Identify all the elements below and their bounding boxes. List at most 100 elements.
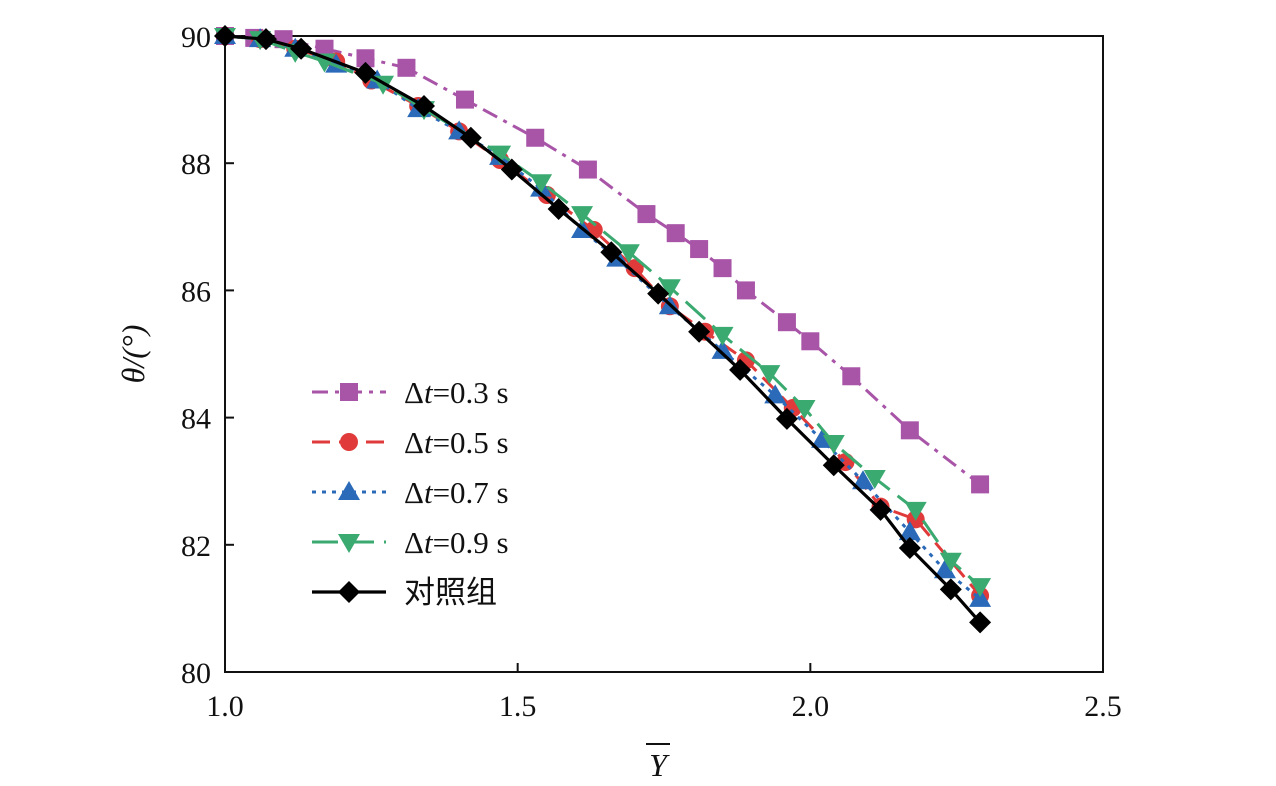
data-point (571, 206, 594, 226)
legend-label: Δt=0.7 s (404, 475, 509, 510)
series-0 (216, 27, 990, 494)
legend-label: Δt=0.9 s (404, 525, 509, 560)
y-tick-label: 88 (181, 148, 211, 181)
data-point (863, 470, 886, 490)
data-point (526, 128, 545, 147)
legend-marker (338, 481, 360, 500)
series-2 (214, 25, 992, 607)
plot-frame (224, 35, 1104, 673)
x-tick-label: 2.0 (792, 690, 830, 723)
data-point (933, 559, 956, 579)
data-point (801, 332, 820, 351)
legend-delta: Δ (404, 525, 424, 560)
data-point (822, 454, 845, 477)
data-point (775, 407, 798, 430)
data-point (900, 421, 919, 440)
legend-entry: Δt=0.3 s (312, 375, 509, 410)
legend-marker (338, 581, 360, 603)
legend-entry: Δt=0.9 s (312, 525, 509, 560)
data-point (793, 400, 816, 420)
legend-var: t (424, 475, 434, 510)
legend-entry: 对照组 (312, 575, 497, 610)
data-point (777, 313, 796, 332)
data-point (315, 39, 334, 58)
series-4 (214, 25, 992, 634)
legend-marker (340, 383, 358, 401)
data-point (647, 282, 670, 305)
data-point (413, 94, 436, 117)
data-point (625, 259, 644, 278)
data-point (500, 158, 523, 181)
data-point (713, 259, 732, 278)
y-tick-label: 90 (181, 21, 211, 54)
series-line (224, 34, 982, 588)
series-line (224, 34, 981, 486)
data-point (842, 367, 861, 386)
data-point (758, 365, 781, 385)
y-tick-label: 80 (181, 657, 211, 690)
series-line (224, 34, 982, 624)
data-point (214, 25, 236, 47)
data-point (969, 578, 992, 598)
data-point (690, 240, 709, 259)
data-point (397, 58, 416, 77)
legend-label: 对照组 (404, 575, 497, 610)
data-point (711, 339, 734, 359)
data-point (356, 49, 375, 68)
data-point (971, 475, 990, 494)
data-point (489, 145, 512, 165)
legend-rest: =0.3 s (433, 375, 509, 410)
data-point (711, 326, 734, 346)
data-point (852, 470, 875, 490)
legend-marker (340, 433, 358, 451)
data-point (290, 37, 313, 60)
axes: 1.0 1.5 2.0 2.5 80 82 84 86 88 90 Yθ/(°) (115, 21, 1122, 783)
data-point (822, 435, 845, 455)
series-layer (214, 25, 992, 634)
x-tick-label: 2.5 (1084, 690, 1122, 723)
data-point (969, 611, 992, 634)
data-point (688, 320, 711, 343)
data-point (969, 587, 992, 607)
data-point (254, 28, 277, 51)
data-point (600, 241, 623, 264)
legend-rest: =0.9 s (433, 525, 509, 560)
legend-entry: Δt=0.7 s (312, 475, 509, 510)
data-point (578, 160, 597, 179)
data-point (637, 205, 656, 224)
data-point (455, 90, 474, 109)
legend-label: Δt=0.3 s (404, 375, 509, 410)
x-tick-label: 1.0 (206, 690, 244, 723)
data-point (459, 126, 482, 149)
data-point (658, 279, 681, 299)
y-tick-label: 86 (181, 275, 211, 308)
y-axis-title: θ/(°) (115, 325, 151, 384)
legend-rest: =0.7 s (433, 475, 509, 510)
series-line (224, 34, 982, 601)
data-point (666, 224, 685, 243)
data-point (354, 61, 377, 84)
series-line (224, 34, 982, 597)
data-point (736, 281, 755, 300)
y-tick-label: 84 (181, 403, 211, 436)
legend-delta: Δ (404, 375, 424, 410)
data-point (939, 552, 962, 572)
legend-var: t (424, 375, 434, 410)
legend-label: Δt=0.5 s (404, 425, 509, 460)
data-point (530, 174, 553, 194)
data-point (617, 244, 640, 264)
legend-delta: Δ (404, 425, 424, 460)
y-tick-label: 82 (181, 530, 211, 563)
legend-rest: =0.5 s (433, 425, 509, 460)
data-point (904, 501, 927, 521)
legend-entry: Δt=0.5 s (312, 425, 509, 460)
legend-var: t (424, 525, 434, 560)
data-point (898, 536, 921, 559)
data-point (729, 358, 752, 381)
legend-delta: Δ (404, 475, 424, 510)
legend-marker (338, 534, 360, 553)
series-1 (216, 27, 990, 605)
x-axis-title: Y (649, 747, 670, 783)
